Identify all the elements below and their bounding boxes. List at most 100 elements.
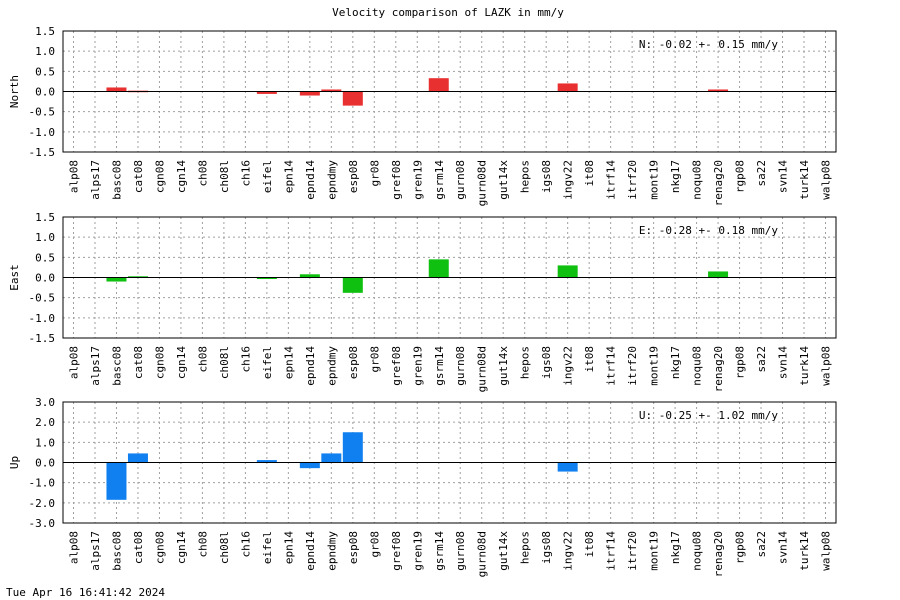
y-tick-label: 1.0 xyxy=(35,231,55,244)
bar xyxy=(127,453,148,463)
x-tick-label: cgn14 xyxy=(175,346,188,379)
y-axis-label: Up xyxy=(8,456,21,469)
x-tick-label: cgn08 xyxy=(153,346,166,379)
x-tick-label: basc08 xyxy=(110,160,123,200)
x-tick-label: alp08 xyxy=(68,160,81,193)
x-tick-label: gr08 xyxy=(368,160,381,187)
x-tick-label: hepos xyxy=(519,346,532,379)
x-tick-label: epndmy xyxy=(325,531,338,571)
y-tick-label: -3.0 xyxy=(29,517,56,530)
x-tick-label: cat08 xyxy=(132,531,145,564)
x-tick-label: gr08 xyxy=(368,346,381,373)
x-tick-label: sa22 xyxy=(755,160,768,187)
x-tick-label: basc08 xyxy=(110,531,123,571)
x-tick-label: nkg17 xyxy=(669,346,682,379)
stat-annotation: N: -0.02 +- 0.15 mm/y xyxy=(639,38,778,51)
x-tick-label: cat08 xyxy=(132,160,145,193)
x-tick-label: svn14 xyxy=(777,346,790,379)
y-axis-label: East xyxy=(8,264,21,291)
y-tick-label: -0.5 xyxy=(29,292,56,305)
x-tick-label: svn14 xyxy=(777,160,790,193)
y-tick-label: 0.5 xyxy=(35,251,55,264)
y-tick-label: 1.0 xyxy=(35,45,55,58)
x-tick-label: eifel xyxy=(261,160,274,193)
bar xyxy=(106,277,127,282)
bar xyxy=(299,462,320,469)
x-tick-label: ingv22 xyxy=(562,531,575,571)
bar xyxy=(321,89,342,92)
x-tick-label: ch08 xyxy=(196,160,209,187)
x-tick-label: cat08 xyxy=(132,346,145,379)
bar xyxy=(557,462,578,472)
y-tick-label: 1.5 xyxy=(35,211,55,224)
x-tick-label: gren19 xyxy=(411,346,424,386)
x-tick-label: noqu08 xyxy=(691,531,704,571)
x-tick-label: igs08 xyxy=(540,531,553,564)
x-tick-label: itrf14 xyxy=(605,160,618,200)
x-tick-label: renag20 xyxy=(712,346,725,392)
plot-frame xyxy=(62,216,837,339)
bar xyxy=(299,91,320,96)
x-tick-label: igs08 xyxy=(540,160,553,193)
x-tick-label: gurn08 xyxy=(454,346,467,386)
y-axis-label: North xyxy=(8,75,21,108)
y-tick-label: -1.5 xyxy=(29,146,56,159)
bar xyxy=(106,87,127,92)
x-tick-label: nkg17 xyxy=(669,160,682,193)
y-tick-label: -1.5 xyxy=(29,332,56,345)
x-tick-label: ingv22 xyxy=(562,160,575,200)
y-tick-label: 1.0 xyxy=(35,436,55,449)
x-tick-label: it08 xyxy=(583,531,596,558)
bar xyxy=(428,78,449,92)
x-tick-label: gut14x xyxy=(497,346,510,386)
x-tick-label: ch08 xyxy=(196,531,209,558)
x-tick-label: itrf20 xyxy=(626,346,639,386)
plot-frame xyxy=(62,401,837,524)
x-tick-label: itrf14 xyxy=(605,531,618,571)
bar xyxy=(708,89,729,92)
x-tick-label: gurn08d xyxy=(476,346,489,392)
x-tick-label: gurn08 xyxy=(454,160,467,200)
x-tick-label: ch16 xyxy=(239,346,252,373)
bar xyxy=(557,265,578,278)
y-tick-label: 0.5 xyxy=(35,65,55,78)
x-tick-label: renag20 xyxy=(712,160,725,206)
x-tick-label: gurn08d xyxy=(476,160,489,206)
y-tick-label: -2.0 xyxy=(29,497,56,510)
x-tick-label: turk14 xyxy=(798,346,811,386)
x-tick-label: gurn08 xyxy=(454,531,467,571)
x-tick-label: gren19 xyxy=(411,160,424,200)
x-tick-label: cgn08 xyxy=(153,531,166,564)
x-tick-label: nkg17 xyxy=(669,531,682,564)
x-tick-label: mont19 xyxy=(648,531,661,571)
y-tick-label: 0.0 xyxy=(35,272,55,285)
x-tick-label: it08 xyxy=(583,346,596,373)
x-tick-label: renag20 xyxy=(712,531,725,577)
x-tick-label: igs08 xyxy=(540,346,553,379)
x-tick-label: rgp08 xyxy=(734,346,747,379)
x-tick-label: ch08l xyxy=(218,346,231,379)
stat-annotation: U: -0.25 +- 1.02 mm/y xyxy=(639,409,778,422)
x-tick-label: epnd14 xyxy=(304,531,317,571)
x-tick-label: gsrm14 xyxy=(433,531,446,571)
bar xyxy=(557,83,578,92)
x-tick-label: gurn08d xyxy=(476,531,489,577)
bar xyxy=(256,277,277,279)
x-tick-label: ch08 xyxy=(196,346,209,373)
x-tick-label: ch16 xyxy=(239,531,252,558)
x-tick-label: gref08 xyxy=(390,160,403,200)
x-tick-label: hepos xyxy=(519,531,532,564)
x-tick-label: cgn14 xyxy=(175,531,188,564)
bar xyxy=(708,271,729,278)
x-tick-label: walp08 xyxy=(820,531,833,571)
x-tick-label: esp08 xyxy=(347,531,360,564)
x-tick-label: epn14 xyxy=(282,531,295,564)
bar xyxy=(321,453,342,463)
x-tick-label: itrf20 xyxy=(626,531,639,571)
x-tick-label: noqu08 xyxy=(691,346,704,386)
x-tick-label: gut14x xyxy=(497,160,510,200)
x-tick-label: esp08 xyxy=(347,160,360,193)
x-tick-label: ingv22 xyxy=(562,346,575,386)
x-tick-label: noqu08 xyxy=(691,160,704,200)
x-tick-label: epnd14 xyxy=(304,160,317,200)
